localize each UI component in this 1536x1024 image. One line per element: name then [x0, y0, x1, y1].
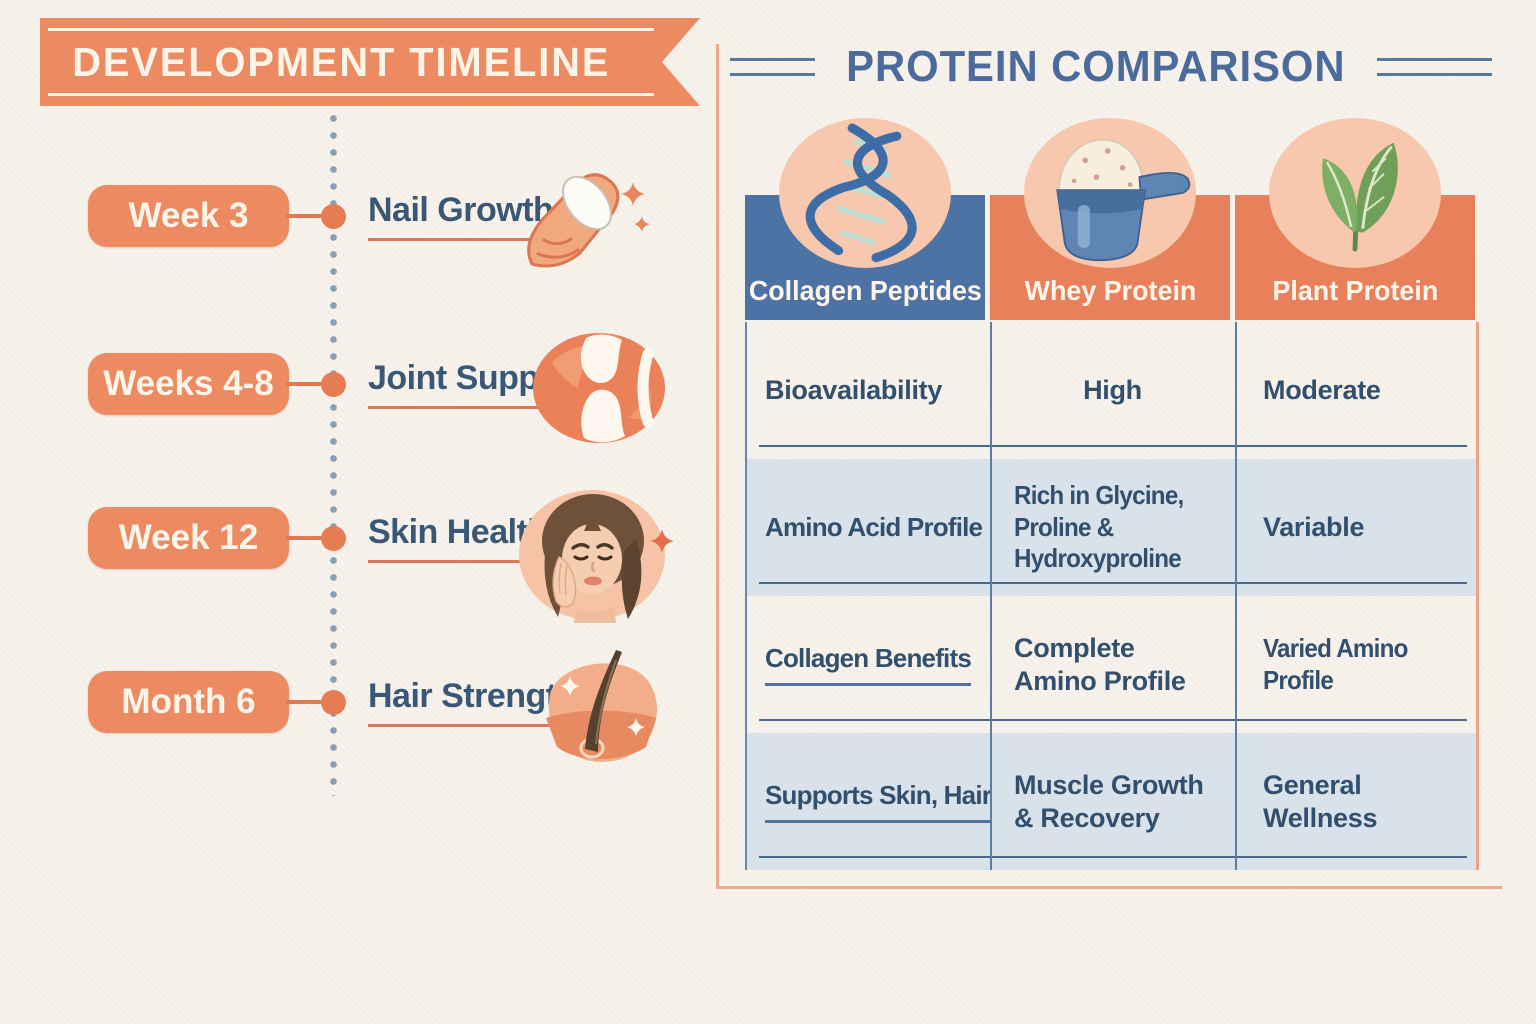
- timeline-label-nail-growth: Nail Growth: [368, 191, 590, 241]
- table-row: Collagen Benefits Complete Amino Profile…: [747, 596, 1477, 733]
- banner-ruled-lines: [48, 28, 654, 96]
- cell-plant: Variable: [1263, 512, 1365, 543]
- column-label: Collagen Peptides: [748, 275, 982, 306]
- column-divider: [1235, 322, 1237, 870]
- hair-icon: [546, 650, 657, 762]
- timeline-banner: DEVELOPMENT TIMELINE: [40, 18, 700, 106]
- timeline-connector: [286, 382, 326, 386]
- table-row: Supports Skin, Hair, Jo Muscle Growth & …: [747, 733, 1477, 870]
- cell-plant: Moderate: [1263, 375, 1381, 406]
- whey-badge: [1024, 118, 1196, 268]
- cell-whey: Complete Amino Profile: [1014, 632, 1186, 696]
- cell-whey: Rich in Glycine, Proline & Hydroxyprolin…: [1014, 479, 1184, 574]
- table-row: Bioavailability High Moderate: [747, 322, 1477, 459]
- plant-badge: [1269, 118, 1441, 268]
- timeline-connector: [286, 536, 326, 540]
- cell-plant: General Wellness: [1263, 769, 1378, 833]
- collagen-badge: [779, 118, 951, 268]
- timeline-node-dot: [321, 204, 346, 229]
- cell-attribute: Collagen Benefits: [765, 643, 972, 687]
- timeline-label-hair-strength: Hair Strength: [368, 677, 613, 727]
- cell-attribute: Bioavailability: [765, 375, 943, 406]
- joint-icon: [533, 333, 665, 443]
- comparison-table-body: Bioavailability High Moderate Amino Acid…: [745, 322, 1479, 870]
- cell-plant: Varied Amino Profile: [1263, 632, 1408, 695]
- table-row: Amino Acid Profile Rich in Glycine, Prol…: [747, 459, 1477, 596]
- cell-attribute: Amino Acid Profile: [765, 511, 983, 542]
- timeline-node-dot: [321, 526, 346, 551]
- timeline-pill-week-3: Week 3: [88, 185, 289, 247]
- timeline-node-dot: [321, 690, 346, 715]
- timeline-title: DEVELOPMENT TIMELINE: [71, 38, 610, 85]
- nail-icon: [527, 173, 650, 268]
- leaf-icon: [1322, 142, 1398, 252]
- panel-frame-left: [716, 44, 719, 888]
- column-divider: [990, 322, 992, 870]
- column-label: Plant Protein: [1272, 275, 1438, 306]
- timeline-pill-weeks-4-8: Weeks 4-8: [88, 353, 289, 415]
- dna-icon: [805, 123, 917, 263]
- title-deco-right: [1376, 58, 1492, 76]
- column-label: Whey Protein: [1024, 275, 1196, 306]
- timeline-pill-week-12: Week 12: [88, 507, 289, 569]
- timeline-pill-month-6: Month 6: [88, 671, 289, 733]
- panel-frame-bottom: [716, 886, 1502, 889]
- timeline-dotted-line: [330, 114, 337, 796]
- scoop-icon: [1056, 138, 1191, 262]
- cell-attribute: Supports Skin, Hair, Jo: [765, 780, 990, 824]
- cell-whey: High: [1083, 375, 1142, 406]
- comparison-title: PROTEIN COMPARISON: [846, 42, 1346, 91]
- skin-icon: [519, 490, 674, 623]
- comparison-title-row: PROTEIN COMPARISON: [730, 38, 1492, 96]
- timeline-label-skin-health: Skin Health: [368, 513, 584, 563]
- timeline-connector: [286, 214, 326, 218]
- title-deco-left: [730, 58, 815, 76]
- table-right-edge: [1476, 322, 1479, 870]
- timeline-connector: [286, 700, 326, 704]
- timeline-node-dot: [321, 372, 346, 397]
- cell-whey: Muscle Growth & Recovery: [1014, 769, 1204, 833]
